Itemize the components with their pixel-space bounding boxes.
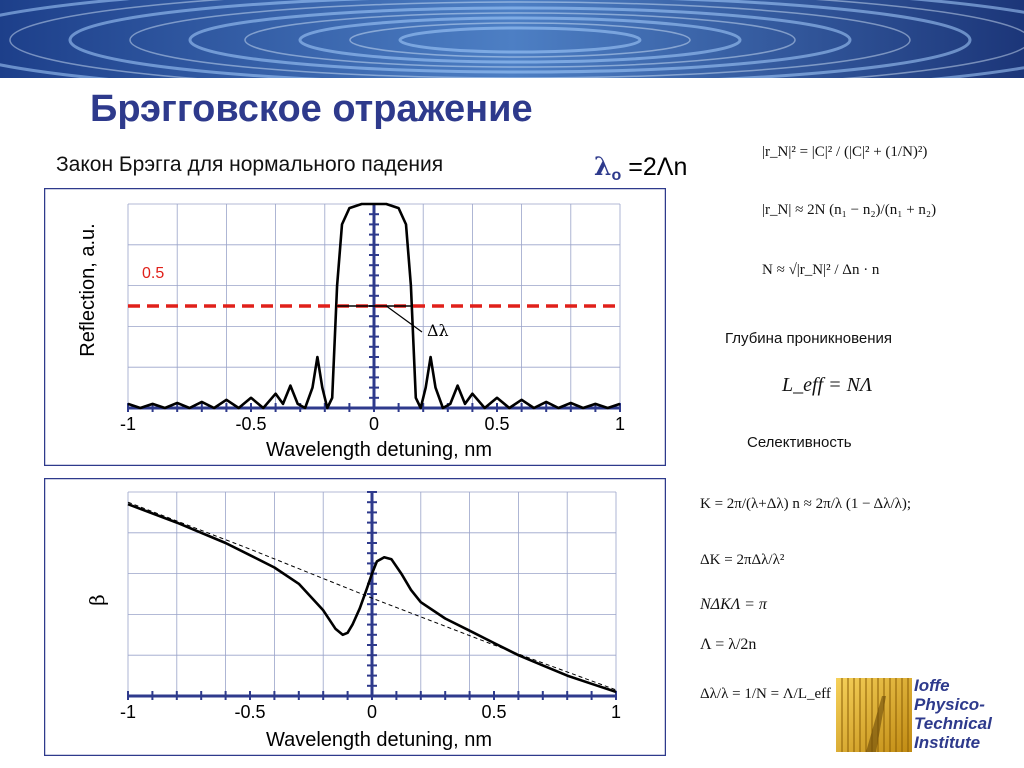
beta-y-label: β	[85, 594, 109, 606]
formula-kappa: Κ = 2π/(λ+Δλ) n ≈ 2π/λ (1 − Δλ/λ);	[700, 496, 912, 512]
slide-title: Брэгговское отражение	[90, 88, 533, 130]
selectivity-label: Селективность	[747, 434, 852, 451]
threshold-label: 0.5	[142, 265, 164, 282]
series-line-0	[127, 502, 617, 694]
beta-chart: -1 -0.5 0 0.5 1 β Wavelength detuning, nm	[44, 478, 666, 756]
formula-reflectivity: |r_N|² = |C|² / (|C|² + (1/N)²)	[762, 144, 928, 160]
logo-line-4: Institute	[914, 733, 981, 752]
reflection-y-label: Reflection, a.u.	[77, 223, 99, 356]
delta-lambda-annotation: Δλ	[427, 321, 449, 340]
reflection-x-label: Wavelength detuning, nm	[266, 439, 492, 461]
reflection-chart: -1 -0.5 0 0.5 1 Reflection, a.u. Wavelength …	[44, 188, 666, 466]
x-tick-label: 0	[367, 702, 377, 722]
x-tick-label: -1	[120, 414, 136, 434]
reflection-chart-frame	[44, 188, 666, 466]
x-tick-label: 0.5	[484, 414, 509, 434]
formula-delta-lambda-ratio: Δλ/λ = 1/N = Λ/L_eff	[700, 686, 831, 702]
header-banner	[0, 0, 1024, 78]
ioffe-logo	[836, 678, 912, 752]
x-tick-label: 1	[611, 702, 621, 722]
formula-delta-kappa: ΔΚ = 2πΔλ/λ²	[700, 552, 785, 568]
logo-line-1: Ioffe	[914, 676, 950, 695]
bragg-lambda-sub: o	[611, 167, 622, 184]
formula-n-approx: N ≈ √|r_N|² / Δn · n	[762, 262, 880, 278]
bragg-law-formula: λo =2Λn	[594, 152, 687, 185]
series-line-1	[127, 501, 617, 691]
x-tick-label: -0.5	[234, 702, 265, 722]
bragg-lambda: λ	[594, 152, 612, 181]
x-tick-label: 0	[369, 414, 379, 434]
x-tick-label: -0.5	[235, 414, 266, 434]
logo-line-3: Technical	[914, 714, 992, 733]
x-tick-label: 1	[615, 414, 625, 434]
bragg-rhs: =2Λn	[621, 153, 688, 181]
logo-line-2: Physico-	[914, 695, 985, 714]
beta-x-label: Wavelength detuning, nm	[266, 729, 492, 751]
formula-n-delta-kappa: NΔΚΛ = π	[700, 596, 767, 613]
delta-lambda-pointer	[385, 305, 423, 333]
logo-text: Ioffe Physico- Technical Institute	[914, 676, 992, 752]
formula-lambda-period: Λ = λ/2n	[700, 636, 757, 653]
formula-rn-approx: |r_N| ≈ 2N (n₁ − n₂)/(n₁ + n₂)	[762, 202, 937, 218]
formula-leff: L_eff = NΛ	[782, 374, 873, 396]
penetration-depth-label: Глубина проникновения	[725, 330, 893, 347]
series-line-0	[127, 202, 621, 410]
x-tick-label: -1	[120, 702, 136, 722]
x-tick-label: 0.5	[481, 702, 506, 722]
slide-subtitle: Закон Брэгга для нормального падения	[56, 153, 444, 176]
